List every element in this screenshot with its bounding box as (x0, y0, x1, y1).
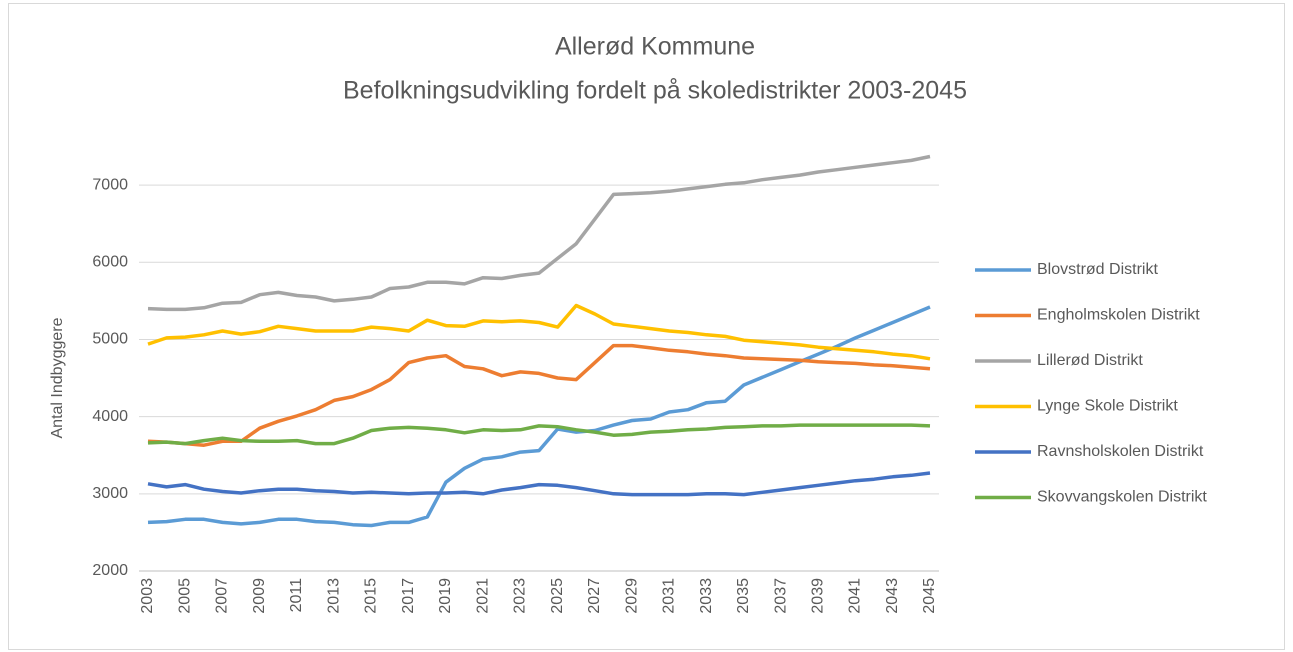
x-tick-label: 2021 (474, 578, 491, 614)
x-tick-label: 2035 (735, 578, 752, 614)
y-tick-label: 3000 (92, 485, 128, 502)
chart-subtitle: Befolkningsudvikling fordelt på skoledis… (343, 77, 967, 105)
x-tick-label: 2023 (512, 578, 529, 614)
legend-label: Skovvangskolen Distrikt (1037, 489, 1207, 506)
x-tick-label: 2031 (661, 578, 678, 614)
chart-title: Allerød Kommune (555, 33, 755, 61)
x-tick-label: 2017 (400, 578, 417, 614)
x-tick-label: 2019 (437, 578, 454, 614)
y-tick-label: 5000 (92, 331, 128, 348)
y-tick-label: 4000 (92, 408, 128, 425)
x-tick-label: 2037 (772, 578, 789, 614)
x-tick-label: 2011 (288, 578, 305, 613)
legend-label: Blovstrød Distrikt (1037, 261, 1158, 278)
x-tick-label: 2029 (623, 578, 640, 614)
x-tick-label: 2033 (698, 578, 715, 614)
x-tick-label: 2013 (325, 578, 342, 614)
x-tick-label: 2041 (847, 578, 864, 614)
legend-label: Engholmskolen Distrikt (1037, 307, 1200, 324)
x-tick-label: 2039 (810, 578, 827, 614)
series-line (147, 303, 931, 361)
x-tick-label: 2045 (921, 578, 938, 614)
y-tick-label: 2000 (92, 562, 128, 579)
y-tick-label: 7000 (92, 176, 128, 193)
x-tick-label: 2015 (363, 578, 380, 614)
series-line (147, 154, 931, 312)
y-tick-label: 6000 (92, 253, 128, 270)
series-line (147, 423, 931, 446)
x-tick-label: 2005 (176, 578, 193, 614)
x-tick-label: 2025 (549, 578, 566, 614)
x-tick-label: 2007 (214, 578, 231, 614)
legend-label: Ravnsholskolen Distrikt (1037, 443, 1204, 460)
x-tick-label: 2003 (139, 578, 156, 614)
legend-label: Lillerød Distrikt (1037, 352, 1143, 369)
x-tick-label: 2043 (884, 578, 901, 614)
legend-label: Lynge Skole Distrikt (1037, 398, 1178, 415)
x-tick-label: 2027 (586, 578, 603, 614)
x-tick-label: 2009 (251, 578, 268, 614)
y-axis-label: Antal Indbyggere (49, 317, 66, 438)
series-line (147, 343, 931, 447)
series-line (147, 471, 931, 497)
